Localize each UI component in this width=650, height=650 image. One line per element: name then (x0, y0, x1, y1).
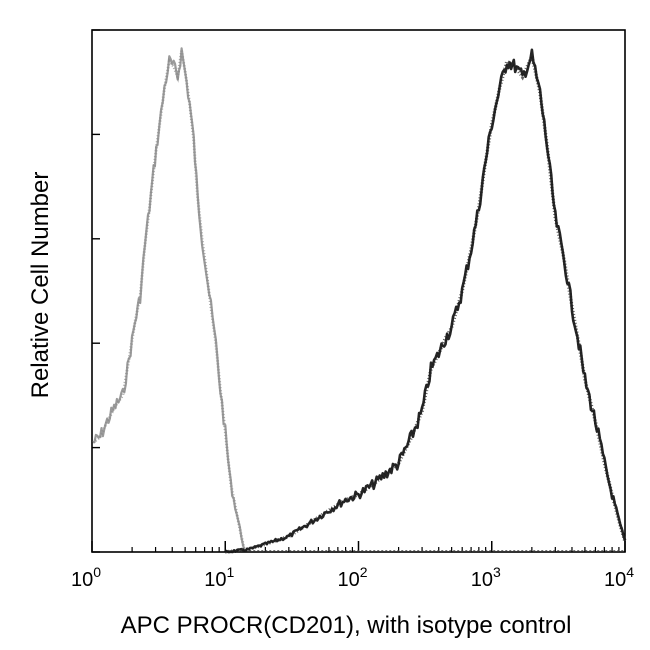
x-tick-label: 102 (337, 564, 367, 591)
x-tick-label: 103 (471, 564, 501, 591)
plot-frame (91, 29, 626, 553)
x-axis-label: APC PROCR(CD201), with isotype control (121, 612, 572, 639)
procr-envelope (225, 50, 627, 554)
x-tick-label: 101 (204, 564, 234, 591)
isotype-control-envelope (92, 50, 247, 553)
x-tick-label: 104 (604, 564, 634, 591)
x-tick-label: 100 (71, 564, 101, 591)
plot-area: 100 101 102 103 104 (71, 29, 634, 591)
isotype-control-trace (93, 47, 246, 552)
y-axis-label: Relative Cell Number (27, 172, 54, 399)
procr-trace (225, 48, 627, 554)
